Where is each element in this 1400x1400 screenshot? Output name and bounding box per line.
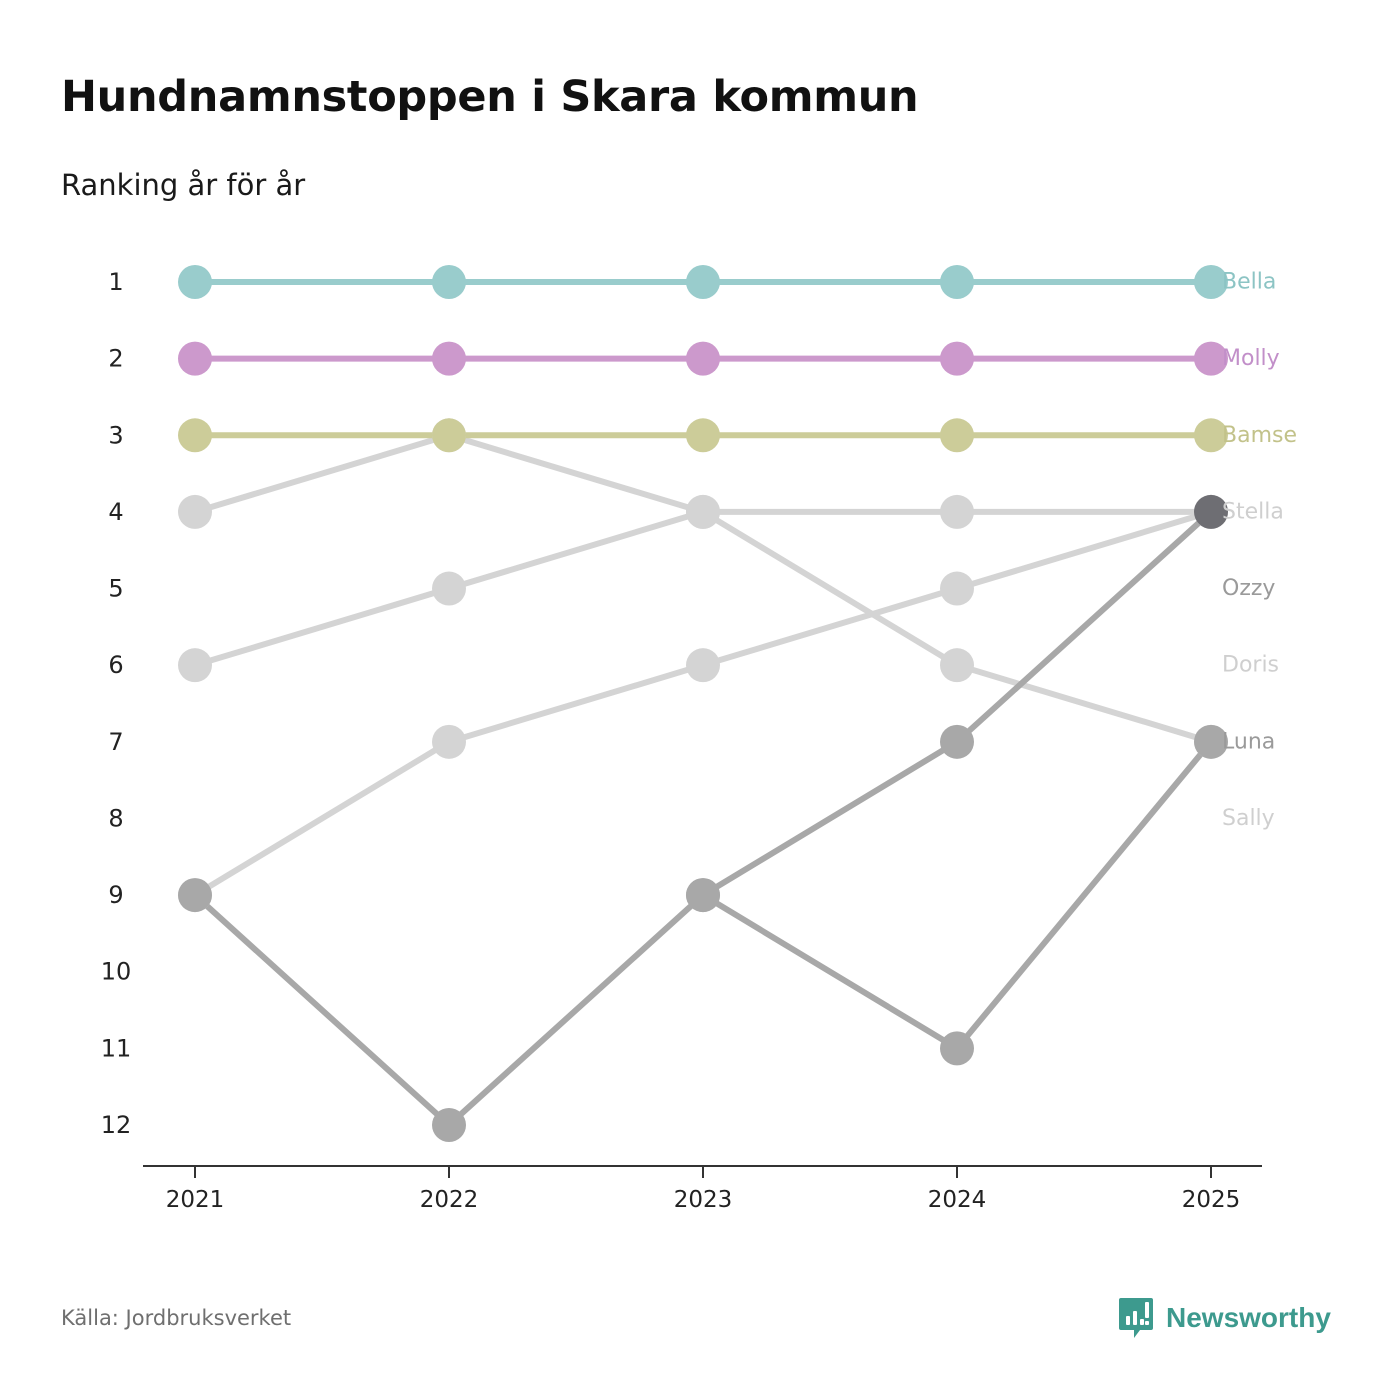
marker-bamse-2021[interactable] — [178, 418, 212, 453]
x-tick-label-2022: 2022 — [420, 1187, 479, 1213]
marker-stella-2021[interactable] — [178, 648, 212, 683]
marker-bella-2021[interactable] — [178, 265, 212, 299]
marker-stella-2022[interactable] — [432, 571, 466, 606]
marker-luna-2021[interactable] — [178, 878, 212, 913]
marker-bella-2023[interactable] — [686, 265, 720, 299]
marker-sally-2023[interactable] — [686, 648, 720, 683]
end-label-stella: Stella — [1222, 499, 1284, 524]
y-tick-label-11: 11 — [101, 1034, 132, 1062]
chart-subtitle: Ranking år för år — [61, 168, 306, 202]
marker-molly-2025[interactable] — [1194, 341, 1228, 376]
end-label-luna: Luna — [1222, 729, 1275, 754]
end-label-bella: Bella — [1222, 270, 1276, 295]
x-tick-label-2025: 2025 — [1182, 1187, 1241, 1213]
marker-ozzy-2024[interactable] — [940, 724, 974, 759]
marker-ozzy-2023[interactable] — [686, 878, 720, 913]
end-label-sally: Sally — [1222, 806, 1275, 831]
end-label-molly: Molly — [1222, 346, 1280, 371]
y-tick-label-2: 2 — [108, 345, 123, 373]
y-tick-label-9: 9 — [108, 881, 123, 909]
y-tick-label-6: 6 — [108, 651, 123, 679]
series-lines — [192, 279, 1214, 1128]
y-tick-label-5: 5 — [108, 575, 123, 603]
series-end-labels: Doris Sally Stella Luna Ozzy Bamse Molly Bella — [1222, 270, 1297, 831]
y-tick-label-8: 8 — [108, 804, 123, 832]
end-label-doris: Doris — [1222, 653, 1279, 678]
series-line-doris — [192, 432, 1214, 745]
marker-luna-2025[interactable] — [1194, 724, 1228, 759]
y-tick-label-10: 10 — [101, 958, 132, 986]
marker-stella-2024[interactable] — [940, 494, 974, 529]
newsworthy-logo-icon — [1119, 1298, 1153, 1338]
marker-luna-2022[interactable] — [432, 1108, 466, 1142]
marker-bella-2024[interactable] — [940, 265, 974, 299]
x-tick-label-2021: 2021 — [166, 1187, 225, 1213]
marker-stella-2023[interactable] — [686, 494, 720, 529]
marker-doris-2024[interactable] — [940, 648, 974, 683]
chart-title: Hundnamnstoppen i Skara kommun — [61, 72, 919, 122]
marker-bella-2022[interactable] — [432, 265, 466, 299]
series-markers — [178, 265, 1228, 1142]
marker-bamse-2024[interactable] — [940, 418, 974, 453]
brand-logo[interactable]: Newsworthy — [1118, 1296, 1331, 1340]
brand-name: Newsworthy — [1166, 1302, 1331, 1333]
end-label-ozzy: Ozzy — [1222, 576, 1275, 601]
y-tick-label-1: 1 — [108, 268, 123, 296]
marker-bamse-2023[interactable] — [686, 418, 720, 453]
x-tick-label-2024: 2024 — [928, 1187, 987, 1213]
marker-sally-2022[interactable] — [432, 724, 466, 759]
source-note: Källa: Jordbruksverket — [61, 1306, 292, 1330]
marker-molly-2021[interactable] — [178, 341, 212, 376]
marker-bella-2025[interactable] — [1194, 265, 1228, 299]
marker-luna-2024[interactable] — [940, 1031, 974, 1066]
y-tick-label-4: 4 — [108, 498, 123, 526]
series-line-stella — [192, 508, 1214, 669]
marker-molly-2022[interactable] — [432, 341, 466, 376]
series-line-luna — [192, 738, 1214, 1128]
x-tick-label-2023: 2023 — [674, 1187, 733, 1213]
marker-bamse-2022[interactable] — [432, 418, 466, 453]
marker-molly-2023[interactable] — [686, 341, 720, 376]
marker-bamse-2025[interactable] — [1194, 418, 1228, 453]
marker-molly-2024[interactable] — [940, 341, 974, 376]
end-label-bamse: Bamse — [1222, 423, 1297, 448]
x-axis: 2021 2022 2023 2024 2025 — [143, 1165, 1262, 1213]
series-line-sally — [192, 508, 1214, 899]
marker-doris-2021[interactable] — [178, 494, 212, 529]
marker-sally-2024[interactable] — [940, 571, 974, 606]
y-tick-label-7: 7 — [108, 728, 123, 756]
y-tick-label-12: 12 — [101, 1111, 132, 1139]
marker-ozzy-2025[interactable] — [1194, 494, 1228, 529]
y-tick-label-3: 3 — [108, 421, 123, 449]
